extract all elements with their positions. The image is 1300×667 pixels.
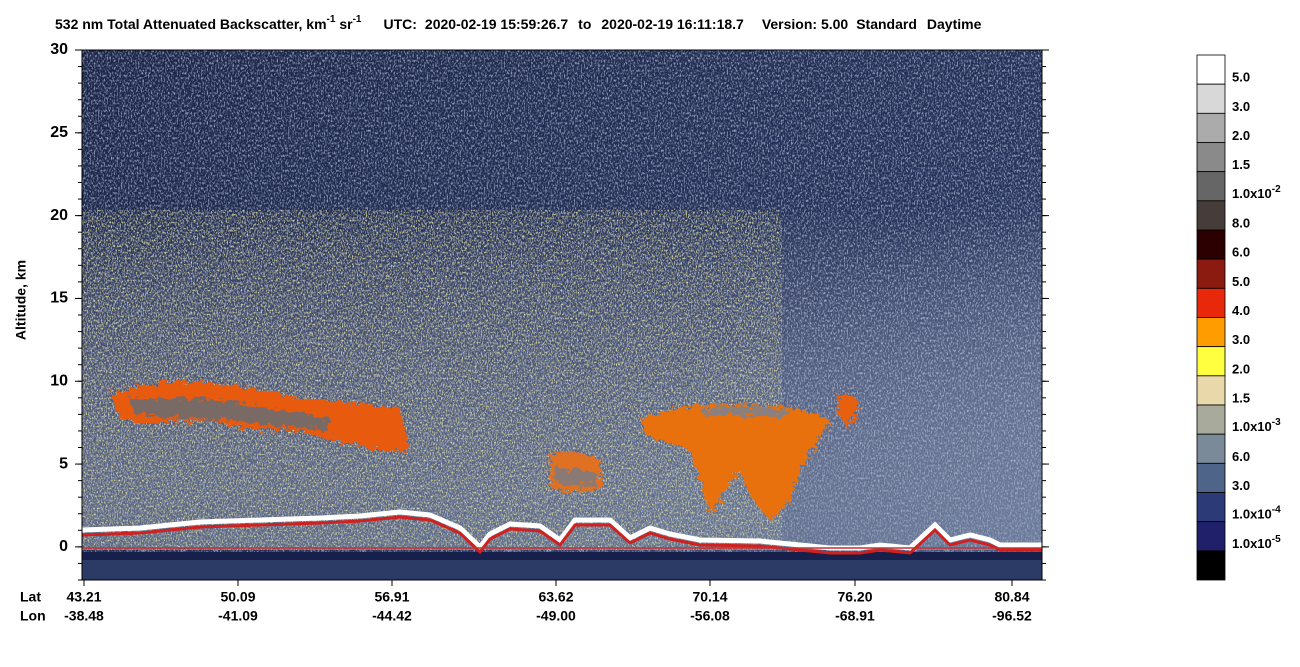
colorbar-label-base: 1.0x10	[1232, 536, 1272, 551]
colorbar-label-exp: -3	[1272, 417, 1281, 428]
y-tick-label: 30	[50, 41, 68, 58]
title-part: 532 nm Total Attenuated Backscatter, km	[55, 16, 327, 32]
title-part: -1	[353, 14, 362, 25]
title-part: 2020-02-19 15:59:26.7	[425, 16, 568, 32]
lat-tick-label: 76.20	[837, 589, 872, 605]
colorbar-label: 3.0	[1232, 99, 1250, 114]
colorbar-swatch	[1196, 258, 1226, 289]
title-part: Standard	[856, 16, 917, 32]
title-part: 2020-02-19 16:11:18.7	[601, 16, 744, 32]
backscatter-image	[82, 50, 1042, 580]
colorbar-label-exp: -2	[1272, 183, 1281, 194]
y-tick-label: 5	[59, 455, 68, 472]
lon-tick-label: -96.52	[992, 608, 1032, 624]
title-part: Version: 5.00	[762, 16, 849, 32]
colorbar-swatch	[1196, 171, 1226, 202]
colorbar-swatch	[1196, 462, 1226, 493]
title-part: to	[578, 16, 591, 32]
lon-tick-label: -44.42	[372, 608, 412, 624]
lon-tick-label: -41.09	[218, 608, 258, 624]
lat-tick-label: 80.84	[994, 589, 1029, 605]
colorbar-label: 8.0	[1232, 215, 1250, 230]
title-part: UTC:	[383, 16, 416, 32]
y-tick-label: 20	[50, 207, 68, 224]
colorbar-label: 1.0x10-3	[1232, 417, 1281, 435]
colorbar-swatch	[1196, 346, 1226, 377]
colorbar-label: 2.0	[1232, 361, 1250, 376]
colorbar-swatch	[1196, 404, 1226, 435]
y-tick-label: 0	[59, 538, 68, 555]
colorbar-swatch	[1196, 83, 1226, 114]
colorbar-swatch	[1196, 521, 1226, 552]
colorbar-swatch	[1196, 200, 1226, 231]
y-tick-label: 25	[50, 124, 68, 141]
y-axis-label: Altitude, km	[13, 260, 29, 340]
lon-tick-label: -68.91	[835, 608, 875, 624]
colorbar-label: 5.0	[1232, 70, 1250, 85]
colorbar-swatch	[1196, 287, 1226, 318]
chart-title: 532 nm Total Attenuated Backscatter, km-…	[55, 14, 982, 32]
colorbar-swatch	[1196, 317, 1226, 348]
colorbar-swatch	[1196, 550, 1226, 581]
colorbar-label: 1.0x10-4	[1232, 504, 1281, 522]
colorbar-swatch	[1196, 433, 1226, 464]
colorbar-label: 2.0	[1232, 128, 1250, 143]
y-tick-label: 10	[50, 372, 68, 389]
lat-tick-label: 56.91	[374, 589, 409, 605]
lat-tick-label: 50.09	[220, 589, 255, 605]
title-part: -1	[327, 14, 336, 25]
colorbar-swatch	[1196, 229, 1226, 260]
colorbar-swatch	[1196, 142, 1226, 173]
title-part: sr	[335, 16, 353, 32]
colorbar-label: 5.0	[1232, 274, 1250, 289]
colorbar-label-base: 1.0x10	[1232, 186, 1272, 201]
colorbar-label-base: 1.0x10	[1232, 507, 1272, 522]
colorbar-label-exp: -5	[1272, 533, 1281, 544]
colorbar-label: 3.0	[1232, 478, 1250, 493]
lon-tick-label: -38.48	[64, 608, 104, 624]
colorbar-swatch	[1196, 112, 1226, 143]
colorbar-label: 1.5	[1232, 157, 1250, 172]
lat-tick-label: 70.14	[692, 589, 727, 605]
lon-tick-label: -49.00	[536, 608, 576, 624]
colorbar-swatch	[1196, 54, 1226, 85]
colorbar-label: 6.0	[1232, 245, 1250, 260]
lon-tick-label: -56.08	[690, 608, 730, 624]
colorbar-swatch	[1196, 492, 1226, 523]
x-row-label: Lat	[20, 589, 41, 605]
colorbar-label: 1.5	[1232, 390, 1250, 405]
colorbar-label: 4.0	[1232, 303, 1250, 318]
lat-tick-label: 43.21	[66, 589, 101, 605]
colorbar-swatch	[1196, 375, 1226, 406]
colorbar-label: 1.0x10-2	[1232, 183, 1281, 201]
colorbar-label: 6.0	[1232, 449, 1250, 464]
colorbar-label-base: 1.0x10	[1232, 420, 1272, 435]
y-tick-label: 15	[50, 290, 68, 307]
x-row-label: Lon	[20, 608, 46, 624]
colorbar-label: 1.0x10-5	[1232, 533, 1281, 551]
lat-tick-label: 63.62	[538, 589, 573, 605]
colorbar-label-exp: -4	[1272, 504, 1281, 515]
title-part: Daytime	[927, 16, 982, 32]
colorbar-label: 3.0	[1232, 332, 1250, 347]
